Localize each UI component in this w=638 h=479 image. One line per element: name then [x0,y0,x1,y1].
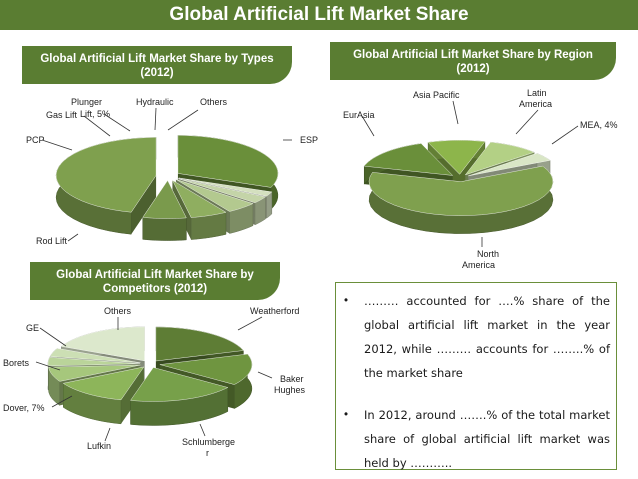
region-callout-latin [515,109,539,135]
comp-slice-0 [155,326,244,362]
types-callout-hydraulic [154,107,157,131]
types-pie-chart [55,135,279,241]
types-label-esp: ESP [300,135,318,145]
types-label-plunger-line2: Lift, 5% [80,109,110,119]
comp-slice-7 [60,326,145,362]
bullet-1-marker: • [344,295,349,307]
types-callout-gas-lift [83,115,111,137]
comp-slice-3 [62,366,145,401]
comp-slice-5 [47,357,141,367]
types-slice-6 [55,137,157,213]
comp-callout-baker [257,371,273,379]
comp-label-baker-line1: Baker [280,374,304,384]
comp-label-baker-line2: Hughes [274,385,306,395]
comp-label-schlumberger-line2: r [206,448,209,458]
competitors-chart-title: Global Artificial Lift Market Share by [56,269,254,281]
region-slice-1 [464,141,535,176]
types-label-plunger-line1: Plunger [71,97,102,107]
types-slice-2 [177,178,267,203]
comp-label-borets: Borets [3,358,30,368]
comp-slice-2 [130,367,229,402]
bullet-2-marker: • [344,409,349,421]
types-callout-others [167,109,199,131]
region-callout-eurasia [361,115,375,137]
types-chart-header: Global Artificial Lift Market Share by T… [22,46,292,84]
region-slice-2 [468,153,551,177]
region-callout-asia [452,100,459,125]
comp-slice-4 [48,364,141,382]
region-label-mea: MEA, 4% [580,120,618,130]
bullet-2-text: In 2012, around …….% of the total market… [364,408,610,470]
comp-slice-6 [49,348,141,364]
region-label-north-line1: North [477,249,499,259]
competitors-pie-chart [47,326,253,426]
comp-callout-lufkin [104,427,111,442]
comp-callout-borets [35,361,61,371]
types-slice-3 [175,179,254,212]
types-label-rod-lift: Rod Lift [36,236,68,246]
region-slice-4 [363,143,454,176]
comp-callout-weatherford [237,316,263,331]
comp-label-dover: Dover, 7% [3,403,45,413]
types-label-pcp: PCP [26,135,45,145]
types-callout-pcp [41,139,73,151]
types-label-gas-lift: Gas Lift [46,110,78,120]
bullet-1-text: ……… accounted for ….% share of the globa… [364,294,610,380]
region-label-latin-line1: Latin [527,88,547,98]
summary-text-box: • ……… accounted for ….% share of the glo… [335,282,617,470]
region-slice-3 [368,165,554,216]
competitors-chart-year: Competitors (2012) [102,283,208,295]
types-label-hydraulic: Hydraulic [136,97,174,107]
comp-label-schlumberger-line1: Schlumberge [182,437,235,447]
types-slice-5 [142,180,187,219]
comp-callout-dover [51,395,73,408]
types-callout-plunger [103,113,131,132]
competitors-chart-header: Global Artificial Lift Market Share by C… [30,262,280,300]
region-label-north-line2: America [462,260,495,270]
region-pie-chart [363,140,554,234]
comp-label-ge: GE [26,323,39,333]
region-callout-mea [551,125,579,145]
comp-callout-ge [39,327,67,347]
comp-label-others: Others [104,306,132,316]
types-label-others: Others [200,97,228,107]
comp-label-lufkin: Lufkin [87,441,111,451]
types-slice-1 [178,177,273,197]
types-chart-year: (2012) [140,67,174,79]
region-label-asia-pacific: Asia Pacific [413,90,460,100]
comp-label-weatherford: Weatherford [250,306,299,316]
types-slice-wall-6 [131,137,157,235]
comp-callout-schlumberger [199,423,206,437]
region-chart-title: Global Artificial Lift Market Share by R… [353,49,593,61]
types-slice-0 [177,135,279,188]
types-slice-4 [171,179,227,218]
types-chart-title: Global Artificial Lift Market Share by T… [40,53,274,65]
region-chart-year: (2012) [456,63,490,75]
page-title: Global Artificial Lift Market Share [0,0,638,30]
region-label-latin-line2: America [519,99,552,109]
region-slice-0 [427,140,486,175]
comp-slice-1 [159,353,253,385]
types-callout-rod-lift [67,233,79,242]
region-label-eurasia: EurAsia [343,110,375,120]
region-chart-header: Global Artificial Lift Market Share by R… [330,42,616,80]
types-slice-side-5 [142,217,187,241]
